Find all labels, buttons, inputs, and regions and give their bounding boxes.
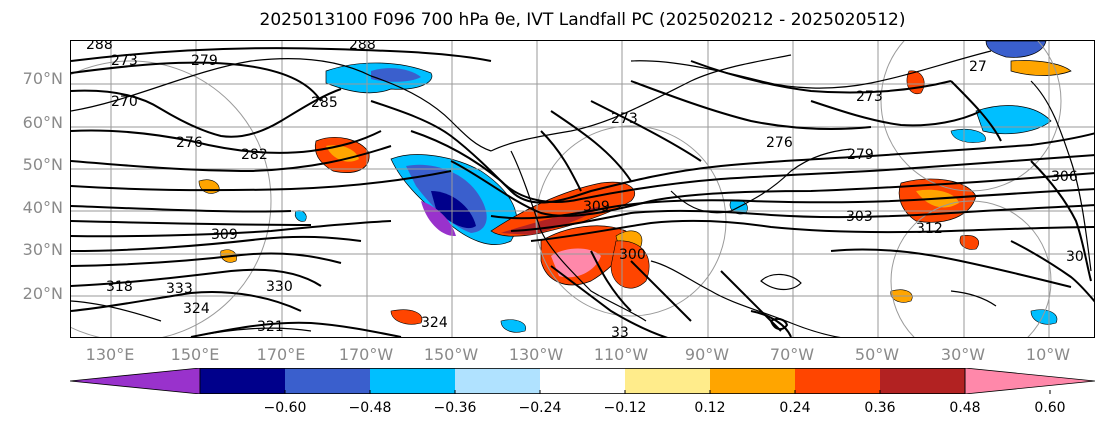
colorbar-tick-label: 0.24 (779, 400, 811, 416)
colorbar-swatch (795, 368, 881, 394)
contour-label: 330 (266, 279, 293, 295)
colorbar-extension-high (964, 368, 1095, 394)
lat-label-70n: 70°N (22, 69, 63, 88)
contour-label: 309 (211, 227, 238, 243)
contour-label: 306 (1051, 169, 1078, 185)
contour-label: 324 (421, 315, 448, 331)
colorbar-tick-label: −0.12 (603, 400, 647, 416)
colorbar-tick-label: −0.24 (518, 400, 562, 416)
colorbar-swatch (455, 368, 541, 394)
contour-label: 279 (191, 53, 218, 69)
colorbar-tick-label: −0.48 (348, 400, 392, 416)
lon-label-50w: 50°W (854, 345, 900, 364)
contour-label: 288 (349, 41, 376, 53)
contour-label: 276 (766, 135, 793, 151)
contour-label: 303 (846, 209, 873, 225)
colorbar-swatch (370, 368, 456, 394)
lon-label-150w: 150°W (423, 345, 479, 364)
theta-e-contours (71, 47, 1094, 337)
lon-label-130e: 130°E (85, 345, 135, 364)
contour-label: 321 (257, 319, 284, 335)
lon-label-90w: 90°W (684, 345, 730, 364)
lon-label-170e: 170°E (256, 345, 306, 364)
lat-label-60n: 60°N (22, 113, 63, 132)
map-panel: 288 288 273 279 270 285 282 276 273 276 … (70, 40, 1095, 338)
colorbar-tick-label: 0.60 (1034, 400, 1066, 416)
lon-label-10w: 10°W (1025, 345, 1071, 364)
contour-label: 27 (969, 59, 987, 75)
colorbar-outline (199, 368, 966, 394)
contour-label: 312 (916, 221, 943, 237)
lat-label-30n: 30°N (22, 240, 63, 259)
contour-label: 276 (176, 135, 203, 151)
contour-label: 285 (311, 95, 338, 111)
map-title: 2025013100 F096 700 hPa θe, IVT Landfall… (259, 10, 906, 30)
coastlines (71, 50, 1092, 337)
contour-label: 273 (856, 89, 883, 105)
lat-label-20n: 20°N (22, 284, 63, 303)
map-canvas: 288 288 273 279 270 285 282 276 273 276 … (71, 41, 1094, 338)
contour-label: 282 (241, 147, 268, 163)
colorbar-swatch (200, 368, 286, 394)
colorbar-tick-label: 0.36 (864, 400, 896, 416)
colorbar-swatch (625, 368, 711, 394)
lat-label-50n: 50°N (22, 155, 63, 174)
colorbar-swatch (710, 368, 796, 394)
contour-label: 279 (847, 147, 874, 163)
contour-label: 33 (611, 325, 629, 338)
contour-label: 309 (583, 199, 610, 215)
colorbar-tick-label: −0.36 (433, 400, 477, 416)
contour-label: 333 (166, 281, 193, 297)
colorbar-extension-low (70, 368, 201, 394)
contour-label: 318 (106, 279, 133, 295)
colorbar-swatch (285, 368, 371, 394)
contour-label: 270 (111, 94, 138, 110)
colorbar (70, 368, 1095, 394)
contour-label: 30 (1066, 249, 1084, 265)
lat-label-40n: 40°N (22, 198, 63, 217)
lon-label-170w: 170°W (338, 345, 394, 364)
contour-labels: 288 288 273 279 270 285 282 276 273 276 … (86, 41, 1084, 338)
contour-label: 324 (183, 301, 210, 317)
contour-label: 300 (619, 247, 646, 263)
colorbar-swatch (540, 368, 626, 394)
contour-label: 288 (86, 41, 113, 53)
colorbar-tick-label: 0.12 (694, 400, 726, 416)
lon-label-110w: 110°W (593, 345, 649, 364)
lon-label-30w: 30°W (940, 345, 986, 364)
contour-label: 273 (111, 53, 138, 69)
colorbar-swatch (880, 368, 966, 394)
shaded-regions (198, 41, 1072, 333)
contour-label: 273 (611, 111, 638, 127)
lon-label-130w: 130°W (508, 345, 564, 364)
lon-label-150e: 150°E (170, 345, 220, 364)
colorbar-tick-label: 0.48 (949, 400, 981, 416)
lon-label-70w: 70°W (769, 345, 815, 364)
colorbar-tick-label: −0.60 (263, 400, 307, 416)
